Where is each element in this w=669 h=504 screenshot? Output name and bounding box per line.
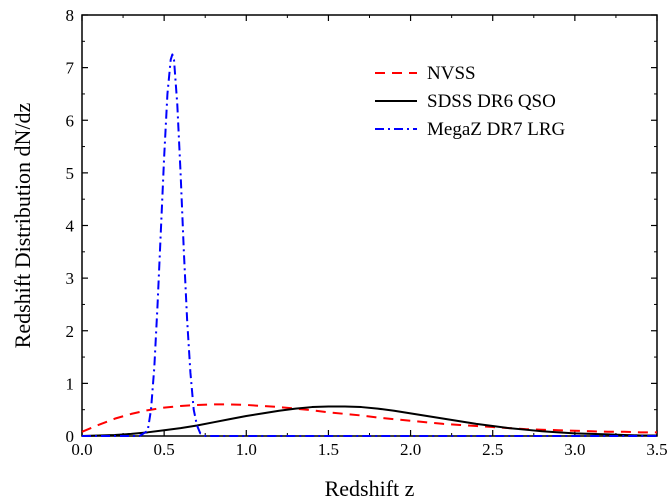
x-tick-label: 2.5 [482,440,503,459]
x-tick-label: 1.0 [236,440,257,459]
y-tick-label: 6 [66,111,75,130]
y-tick-label: 3 [66,269,75,288]
legend: NVSS SDSS DR6 QSO MegaZ DR7 LRG [375,63,566,140]
y-tick-label: 5 [66,164,75,183]
y-tick-label: 4 [66,217,75,236]
x-axis-label: Redshift z [325,476,415,501]
y-tick-label: 0 [66,427,75,446]
legend-label-2: MegaZ DR7 LRG [427,119,566,140]
legend-label-0: NVSS [427,63,476,84]
series-line-1 [81,405,657,437]
x-tick-label: 0.0 [71,440,92,459]
y-tick-label: 7 [66,59,75,78]
y-tick-label: 1 [66,374,75,393]
series-layer [81,53,657,437]
x-tick-label: 2.0 [400,440,421,459]
x-tick-label: 0.5 [154,440,175,459]
y-tick-label: 8 [66,6,75,25]
x-tick-label: 3.5 [646,440,667,459]
x-tick-label: 3.0 [564,440,585,459]
series-line-0 [81,403,657,434]
axis-ticks: 0.0 0.5 1.0 1.5 2.0 2.5 3.0 3.5 0 1 2 3 4 5 6 7 8 [66,6,668,459]
x-tick-label: 1.5 [318,440,339,459]
y-axis-label: Redshift Distribution dN/dz [10,102,35,348]
series-line-2 [82,53,657,437]
legend-label-1: SDSS DR6 QSO [427,91,556,112]
y-tick-label: 2 [66,322,75,341]
